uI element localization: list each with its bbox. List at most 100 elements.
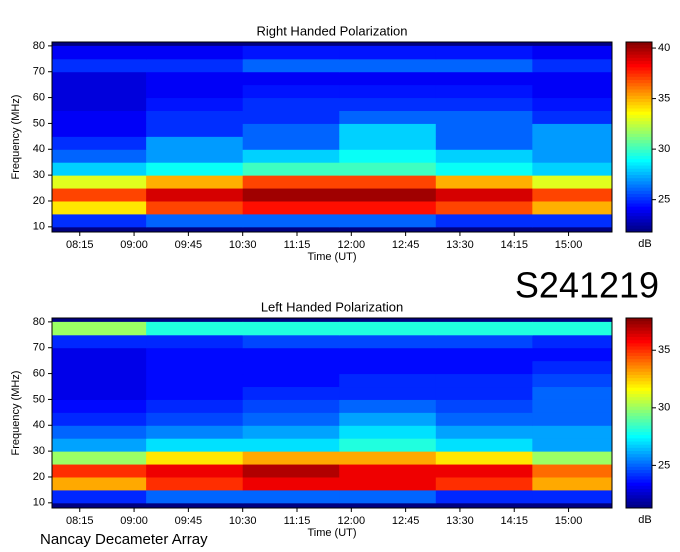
colorbar-slice (626, 64, 652, 68)
heatmap-cell (435, 149, 533, 163)
colorbar-slice (626, 356, 652, 360)
y-tick-label: 10 (33, 221, 45, 233)
heatmap-cell (339, 399, 437, 413)
heatmap-cell (146, 451, 244, 465)
x-tick-label: 11:15 (284, 515, 311, 527)
heatmap-cell (435, 123, 533, 137)
heatmap-cell (52, 97, 147, 112)
heatmap-cell (339, 360, 437, 375)
colorbar-slice (626, 346, 652, 351)
heatmap-cell (52, 321, 147, 336)
colorbar-slice (626, 187, 652, 192)
heatmap-cell (532, 425, 613, 439)
heatmap-cell (242, 489, 340, 504)
colorbar-slice (626, 362, 652, 366)
heatmap-cell (242, 399, 340, 413)
colorbar-slice (626, 432, 652, 436)
colorbar-slice (626, 86, 652, 90)
x-tick-label: 09:00 (120, 239, 148, 251)
colorbar-slice (626, 387, 652, 392)
heatmap-cell (146, 425, 244, 439)
colorbar-slice (626, 492, 652, 496)
colorbar-slice (626, 441, 652, 446)
colorbar-slice (626, 67, 652, 71)
colorbar-tick-label: 30 (658, 402, 670, 414)
y-tick-label: 50 (33, 117, 45, 129)
heatmap-cell (339, 438, 437, 452)
heatmap-cell (532, 110, 613, 124)
colorbar-slice (626, 451, 652, 455)
heatmap-cell (52, 412, 147, 426)
heatmap-cell (339, 334, 437, 349)
x-tick-label: 11:15 (284, 239, 311, 251)
colorbar-slice (626, 89, 652, 94)
colorbar-frame (625, 41, 653, 233)
x-axis-label: Time (UT) (307, 527, 356, 539)
heatmap-cell (339, 213, 437, 228)
heatmap-cell (339, 425, 437, 439)
heatmap-cell (52, 464, 147, 478)
heatmap-cell (435, 347, 533, 362)
colorbar-slice (626, 57, 652, 62)
heatmap-cell (339, 97, 437, 112)
heatmap-cell (52, 360, 147, 375)
colorbar-slice (626, 152, 652, 157)
heatmap-cell (435, 451, 533, 465)
heatmap-cell (242, 123, 340, 137)
heatmap-cell (532, 149, 613, 163)
colorbar-slice (626, 219, 652, 223)
heatmap-cell (435, 321, 533, 336)
x-tick-label: 12:00 (338, 239, 366, 251)
colorbar-slice (626, 397, 652, 401)
heatmap-cell (146, 162, 244, 176)
heatmap-cell (242, 464, 340, 478)
colorbar-tick-label: 40 (658, 42, 670, 54)
heatmap-cell (435, 425, 533, 439)
heatmap-cell (435, 71, 533, 86)
colorbar-slice (626, 99, 652, 103)
x-tick-label: 09:45 (175, 515, 203, 527)
heatmap-cell (435, 412, 533, 426)
plot-frame (51, 317, 613, 509)
heatmap-cell (532, 373, 613, 388)
colorbar-slice (626, 454, 652, 458)
heatmap-cell (146, 213, 244, 228)
colorbar-tick-label: 35 (658, 93, 670, 105)
heatmap-cell (146, 58, 244, 73)
colorbar-slice (626, 327, 652, 332)
heatmap-cell (242, 386, 340, 400)
colorbar-slice (626, 54, 652, 59)
colorbar-slice (626, 457, 652, 461)
colorbar-slice (626, 349, 652, 354)
colorbar-slice (626, 416, 652, 420)
heatmap-cell (242, 425, 340, 439)
heatmap-cell (242, 412, 340, 426)
colorbar-slice (626, 359, 652, 363)
heatmap-cell (52, 489, 147, 504)
colorbar-slice (626, 466, 652, 471)
colorbar-slice (626, 384, 652, 389)
heatmap-cell (52, 175, 147, 189)
y-tick-label: 60 (33, 367, 45, 379)
heatmap-cell (339, 58, 437, 73)
x-tick-label: 14:15 (500, 239, 528, 251)
heatmap-cell (532, 97, 613, 112)
colorbar-slice (626, 92, 652, 97)
heatmap-cell (532, 476, 613, 491)
colorbar-slice (626, 381, 652, 385)
heatmap-cell (532, 84, 613, 99)
heatmap-cell (146, 347, 244, 362)
colorbar-slice (626, 149, 652, 154)
y-tick-label: 70 (33, 342, 45, 354)
colorbar-slice (626, 368, 652, 373)
heatmap-cell (339, 162, 437, 176)
colorbar-slice (626, 206, 652, 211)
colorbar-slice (626, 330, 652, 335)
colorbar-slice (626, 137, 652, 141)
heatmap-cell (242, 175, 340, 189)
colorbar-slice (626, 42, 652, 46)
heatmap-cell (339, 136, 437, 150)
heatmap-cell (146, 360, 244, 375)
heatmap-cell (532, 386, 613, 400)
heatmap-cell (435, 188, 533, 202)
